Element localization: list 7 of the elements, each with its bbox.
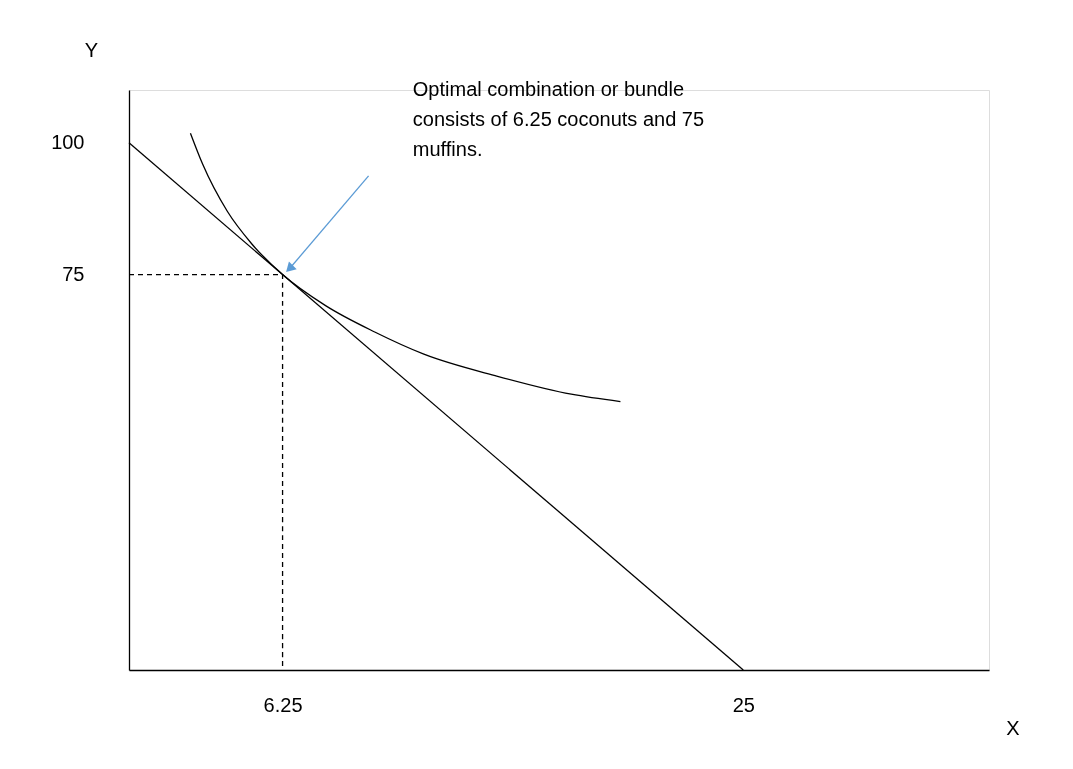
x-tick-label: 25 xyxy=(732,693,755,716)
y-axis-title: Y xyxy=(84,38,99,61)
annotation: Optimal combination or bundle consists of 6.25 coconuts and 75 muffins. xyxy=(412,78,705,160)
y-tick-label: 100 xyxy=(51,131,85,154)
x-axis-title: X xyxy=(1006,716,1020,739)
x-tick-label: 6.25 xyxy=(263,693,303,716)
y-tick-label: 75 xyxy=(62,263,85,286)
